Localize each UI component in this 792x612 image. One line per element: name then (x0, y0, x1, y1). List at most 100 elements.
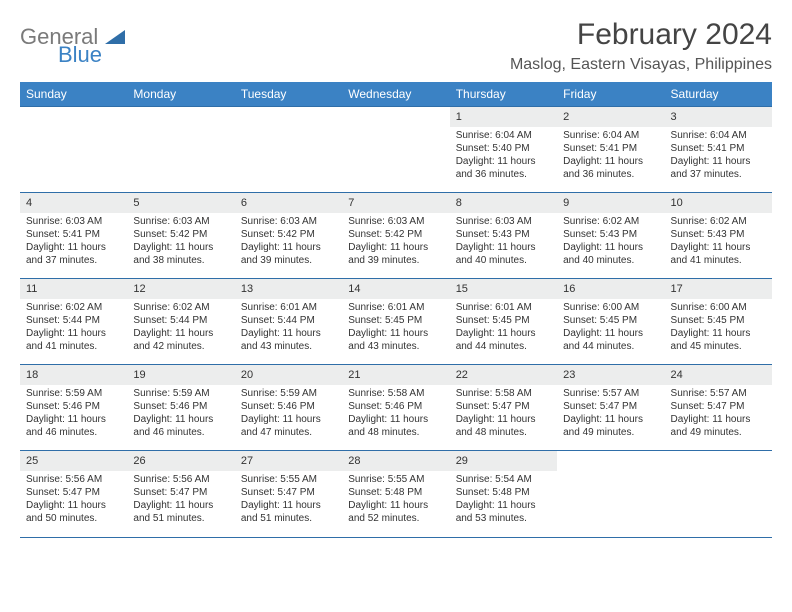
calendar-day-cell: 18Sunrise: 5:59 AMSunset: 5:46 PMDayligh… (20, 365, 127, 451)
sunrise-text: Sunrise: 6:03 AM (133, 215, 228, 228)
day-details: Sunrise: 6:02 AMSunset: 5:43 PMDaylight:… (665, 213, 772, 271)
calendar-day-cell: 14Sunrise: 6:01 AMSunset: 5:45 PMDayligh… (342, 279, 449, 365)
day-number-empty (127, 107, 234, 127)
sunrise-text: Sunrise: 5:59 AM (133, 387, 228, 400)
calendar-day-cell: 11Sunrise: 6:02 AMSunset: 5:44 PMDayligh… (20, 279, 127, 365)
day-details: Sunrise: 6:01 AMSunset: 5:45 PMDaylight:… (342, 299, 449, 357)
daylight-text: Daylight: 11 hours and 36 minutes. (563, 155, 658, 181)
day-number: 3 (665, 107, 772, 127)
sunrise-text: Sunrise: 6:03 AM (241, 215, 336, 228)
daylight-text: Daylight: 11 hours and 49 minutes. (671, 413, 766, 439)
sunset-text: Sunset: 5:41 PM (671, 142, 766, 155)
sunrise-text: Sunrise: 5:55 AM (348, 473, 443, 486)
calendar-day-cell: 26Sunrise: 5:56 AMSunset: 5:47 PMDayligh… (127, 451, 234, 537)
day-number: 20 (235, 365, 342, 385)
calendar-day-cell: 10Sunrise: 6:02 AMSunset: 5:43 PMDayligh… (665, 193, 772, 279)
day-number: 21 (342, 365, 449, 385)
daylight-text: Daylight: 11 hours and 37 minutes. (26, 241, 121, 267)
weekday-header: Saturday (665, 82, 772, 107)
daylight-text: Daylight: 11 hours and 41 minutes. (671, 241, 766, 267)
daylight-text: Daylight: 11 hours and 37 minutes. (671, 155, 766, 181)
daylight-text: Daylight: 11 hours and 53 minutes. (456, 499, 551, 525)
day-number: 4 (20, 193, 127, 213)
calendar-day-cell: 1Sunrise: 6:04 AMSunset: 5:40 PMDaylight… (450, 107, 557, 193)
calendar-week-row: 25Sunrise: 5:56 AMSunset: 5:47 PMDayligh… (20, 451, 772, 537)
day-details: Sunrise: 6:03 AMSunset: 5:42 PMDaylight:… (342, 213, 449, 271)
daylight-text: Daylight: 11 hours and 42 minutes. (133, 327, 228, 353)
sunrise-text: Sunrise: 5:55 AM (241, 473, 336, 486)
sunset-text: Sunset: 5:45 PM (563, 314, 658, 327)
calendar-day-cell: 20Sunrise: 5:59 AMSunset: 5:46 PMDayligh… (235, 365, 342, 451)
sunrise-text: Sunrise: 6:03 AM (348, 215, 443, 228)
sunset-text: Sunset: 5:45 PM (456, 314, 551, 327)
day-number: 6 (235, 193, 342, 213)
day-number: 17 (665, 279, 772, 299)
calendar-day-cell: 4Sunrise: 6:03 AMSunset: 5:41 PMDaylight… (20, 193, 127, 279)
calendar-day-cell: 19Sunrise: 5:59 AMSunset: 5:46 PMDayligh… (127, 365, 234, 451)
sunset-text: Sunset: 5:41 PM (26, 228, 121, 241)
calendar-week-row: 18Sunrise: 5:59 AMSunset: 5:46 PMDayligh… (20, 365, 772, 451)
sunrise-text: Sunrise: 5:58 AM (456, 387, 551, 400)
sunrise-text: Sunrise: 5:54 AM (456, 473, 551, 486)
daylight-text: Daylight: 11 hours and 41 minutes. (26, 327, 121, 353)
daylight-text: Daylight: 11 hours and 48 minutes. (456, 413, 551, 439)
bottom-border (20, 537, 772, 538)
daylight-text: Daylight: 11 hours and 40 minutes. (456, 241, 551, 267)
sunset-text: Sunset: 5:44 PM (241, 314, 336, 327)
sunset-text: Sunset: 5:47 PM (133, 486, 228, 499)
weekday-header: Sunday (20, 82, 127, 107)
day-details: Sunrise: 5:57 AMSunset: 5:47 PMDaylight:… (557, 385, 664, 443)
calendar-day-cell (342, 107, 449, 193)
day-number: 2 (557, 107, 664, 127)
daylight-text: Daylight: 11 hours and 36 minutes. (456, 155, 551, 181)
sunset-text: Sunset: 5:47 PM (241, 486, 336, 499)
day-details: Sunrise: 5:59 AMSunset: 5:46 PMDaylight:… (235, 385, 342, 443)
sunset-text: Sunset: 5:42 PM (133, 228, 228, 241)
weekday-header: Wednesday (342, 82, 449, 107)
calendar-day-cell: 25Sunrise: 5:56 AMSunset: 5:47 PMDayligh… (20, 451, 127, 537)
sunset-text: Sunset: 5:47 PM (26, 486, 121, 499)
weekday-header: Monday (127, 82, 234, 107)
calendar-day-cell: 17Sunrise: 6:00 AMSunset: 5:45 PMDayligh… (665, 279, 772, 365)
calendar-day-cell: 15Sunrise: 6:01 AMSunset: 5:45 PMDayligh… (450, 279, 557, 365)
sunset-text: Sunset: 5:42 PM (348, 228, 443, 241)
day-number: 28 (342, 451, 449, 471)
month-title: February 2024 (510, 18, 772, 52)
calendar-day-cell: 3 Sunrise: 6:04 AMSunset: 5:41 PMDaylight… (665, 107, 772, 193)
sunrise-text: Sunrise: 5:59 AM (26, 387, 121, 400)
day-details: Sunrise: 6:00 AMSunset: 5:45 PMDaylight:… (557, 299, 664, 357)
brand-word-2: Blue (58, 44, 125, 66)
sunrise-text: Sunrise: 5:57 AM (563, 387, 658, 400)
day-details: Sunrise: 5:55 AMSunset: 5:48 PMDaylight:… (342, 471, 449, 529)
location-subtitle: Maslog, Eastern Visayas, Philippines (510, 56, 772, 74)
day-number-empty (557, 451, 664, 471)
sunrise-text: Sunrise: 6:00 AM (671, 301, 766, 314)
sunset-text: Sunset: 5:43 PM (671, 228, 766, 241)
sunrise-text: Sunrise: 6:01 AM (241, 301, 336, 314)
sunset-text: Sunset: 5:46 PM (241, 400, 336, 413)
day-number: 9 (557, 193, 664, 213)
sunset-text: Sunset: 5:48 PM (456, 486, 551, 499)
daylight-text: Daylight: 11 hours and 46 minutes. (26, 413, 121, 439)
sunrise-text: Sunrise: 6:04 AM (671, 129, 766, 142)
sunset-text: Sunset: 5:43 PM (563, 228, 658, 241)
day-number: 27 (235, 451, 342, 471)
calendar-day-cell (665, 451, 772, 537)
sunset-text: Sunset: 5:46 PM (133, 400, 228, 413)
day-details: Sunrise: 6:04 AMSunset: 5:41 PMDaylight:… (557, 127, 664, 185)
day-number-empty (342, 107, 449, 127)
sunset-text: Sunset: 5:45 PM (671, 314, 766, 327)
day-number-empty (665, 451, 772, 471)
day-details: Sunrise: 5:55 AMSunset: 5:47 PMDaylight:… (235, 471, 342, 529)
day-details: Sunrise: 5:56 AMSunset: 5:47 PMDaylight:… (127, 471, 234, 529)
day-details: Sunrise: 5:59 AMSunset: 5:46 PMDaylight:… (20, 385, 127, 443)
day-number: 11 (20, 279, 127, 299)
sunset-text: Sunset: 5:43 PM (456, 228, 551, 241)
calendar-day-cell (557, 451, 664, 537)
calendar-day-cell: 27Sunrise: 5:55 AMSunset: 5:47 PMDayligh… (235, 451, 342, 537)
sunset-text: Sunset: 5:44 PM (26, 314, 121, 327)
calendar-day-cell (127, 107, 234, 193)
sunset-text: Sunset: 5:44 PM (133, 314, 228, 327)
sunset-text: Sunset: 5:41 PM (563, 142, 658, 155)
day-details: Sunrise: 5:58 AMSunset: 5:47 PMDaylight:… (450, 385, 557, 443)
